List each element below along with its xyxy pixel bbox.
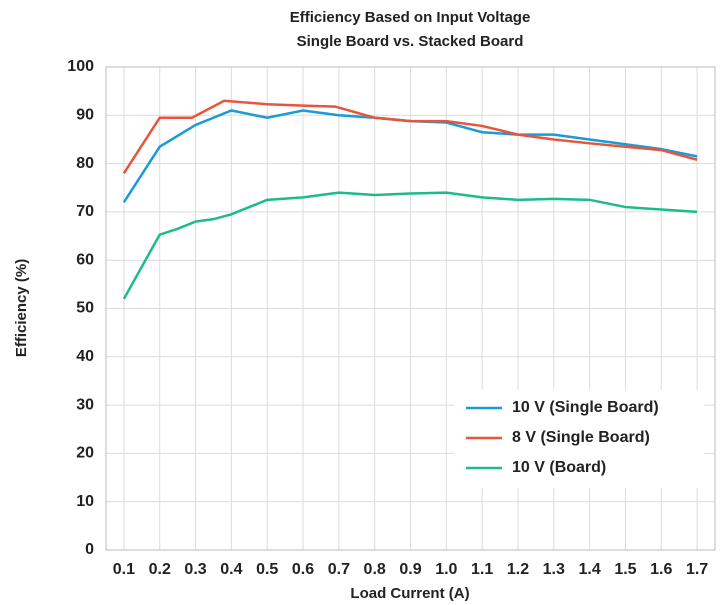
x-tick-label: 0.2 <box>149 561 171 578</box>
y-tick-label: 90 <box>76 107 94 124</box>
x-tick-label: 0.9 <box>399 561 421 578</box>
x-axis-label: Load Current (A) <box>350 585 469 602</box>
chart-title: Efficiency Based on Input Voltage <box>290 9 531 26</box>
x-tick-label: 1.4 <box>578 561 600 578</box>
y-tick-label: 40 <box>76 348 94 365</box>
y-axis-label: Efficiency (%) <box>13 259 30 357</box>
y-tick-label: 50 <box>76 300 94 317</box>
x-tick-label: 1.0 <box>435 561 457 578</box>
x-tick-label: 0.1 <box>113 561 135 578</box>
y-tick-label: 80 <box>76 155 94 172</box>
x-tick-label: 0.6 <box>292 561 314 578</box>
x-tick-label: 1.1 <box>471 561 493 578</box>
y-tick-label: 10 <box>76 493 94 510</box>
x-tick-label: 0.4 <box>220 561 242 578</box>
legend-label: 10 V (Board) <box>512 459 606 476</box>
series-line <box>122 99 698 174</box>
y-tick-label: 20 <box>76 445 94 462</box>
series-line <box>122 191 698 300</box>
legend-label: 8 V (Single Board) <box>512 429 650 446</box>
chart-subtitle: Single Board vs. Stacked Board <box>297 33 524 50</box>
x-tick-label: 0.3 <box>184 561 206 578</box>
x-tick-label: 1.6 <box>650 561 672 578</box>
y-tick-label: 30 <box>76 396 94 413</box>
x-tick-label: 1.3 <box>543 561 565 578</box>
y-tick-label: 100 <box>67 58 94 75</box>
legend-label: 10 V (Single Board) <box>512 399 659 416</box>
y-tick-label: 60 <box>76 251 94 268</box>
x-tick-label: 0.5 <box>256 561 278 578</box>
x-tick-label: 1.7 <box>686 561 708 578</box>
y-tick-label: 0 <box>85 541 94 558</box>
plot-border <box>105 66 716 551</box>
x-tick-label: 0.7 <box>328 561 350 578</box>
y-tick-label: 70 <box>76 203 94 220</box>
x-tick-label: 1.2 <box>507 561 529 578</box>
x-tick-label: 1.5 <box>614 561 636 578</box>
x-tick-label: 0.8 <box>364 561 386 578</box>
